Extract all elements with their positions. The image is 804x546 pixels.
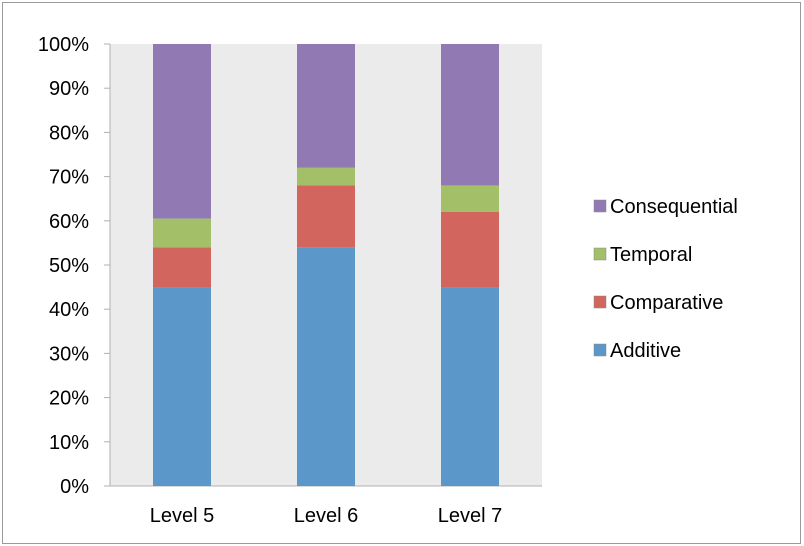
y-tick-labels: 0% 10% 20% 30% 40% 50% 60% 70% 80% 90% 100%	[38, 34, 110, 498]
x-tick-label: Level 7	[438, 505, 503, 527]
legend-swatch-comparative	[593, 295, 607, 309]
legend-label-temporal: Temporal	[610, 244, 692, 266]
legend-swatch-consequential	[593, 199, 607, 213]
legend-label-consequential: Consequential	[610, 196, 738, 218]
bar-segment-comparative-3	[441, 211, 499, 288]
x-tick-label: Level 5	[150, 505, 215, 527]
legend-swatch-additive	[593, 343, 607, 357]
bar-segment-additive-1	[153, 287, 211, 486]
y-tick-label: 40%	[49, 299, 89, 321]
legend-label-additive: Additive	[610, 340, 681, 362]
legend-label-comparative: Comparative	[610, 292, 723, 314]
y-tick-label: 50%	[49, 255, 89, 277]
y-tick-label: 0%	[60, 476, 89, 498]
y-tick-label: 100%	[38, 34, 89, 56]
y-tick-label: 10%	[49, 432, 89, 454]
bar-segment-consequential-2	[297, 44, 355, 168]
x-tick-label: Level 6	[294, 505, 359, 527]
y-tick-label: 90%	[49, 78, 89, 100]
y-tick-label: 30%	[49, 343, 89, 365]
legend: Consequential Temporal Comparative Additive	[593, 196, 738, 362]
bar-segment-consequential-1	[153, 44, 211, 219]
y-tick-label: 70%	[49, 167, 89, 189]
bar-segment-comparative-1	[153, 247, 211, 288]
bar-segment-additive-3	[441, 287, 499, 486]
bar-segment-additive-2	[297, 247, 355, 486]
bars-group	[153, 44, 499, 486]
x-tick-labels: Level 5 Level 6 Level 7	[150, 505, 503, 527]
bar-segment-comparative-2	[297, 185, 355, 248]
y-tick-label: 80%	[49, 122, 89, 144]
y-tick-label: 60%	[49, 211, 89, 233]
y-tick-label: 20%	[49, 388, 89, 410]
bar-segment-temporal-3	[441, 185, 499, 212]
bar-segment-temporal-1	[153, 218, 211, 248]
legend-swatch-temporal	[593, 247, 607, 261]
bar-segment-consequential-3	[441, 44, 499, 186]
bar-segment-temporal-2	[297, 167, 355, 186]
